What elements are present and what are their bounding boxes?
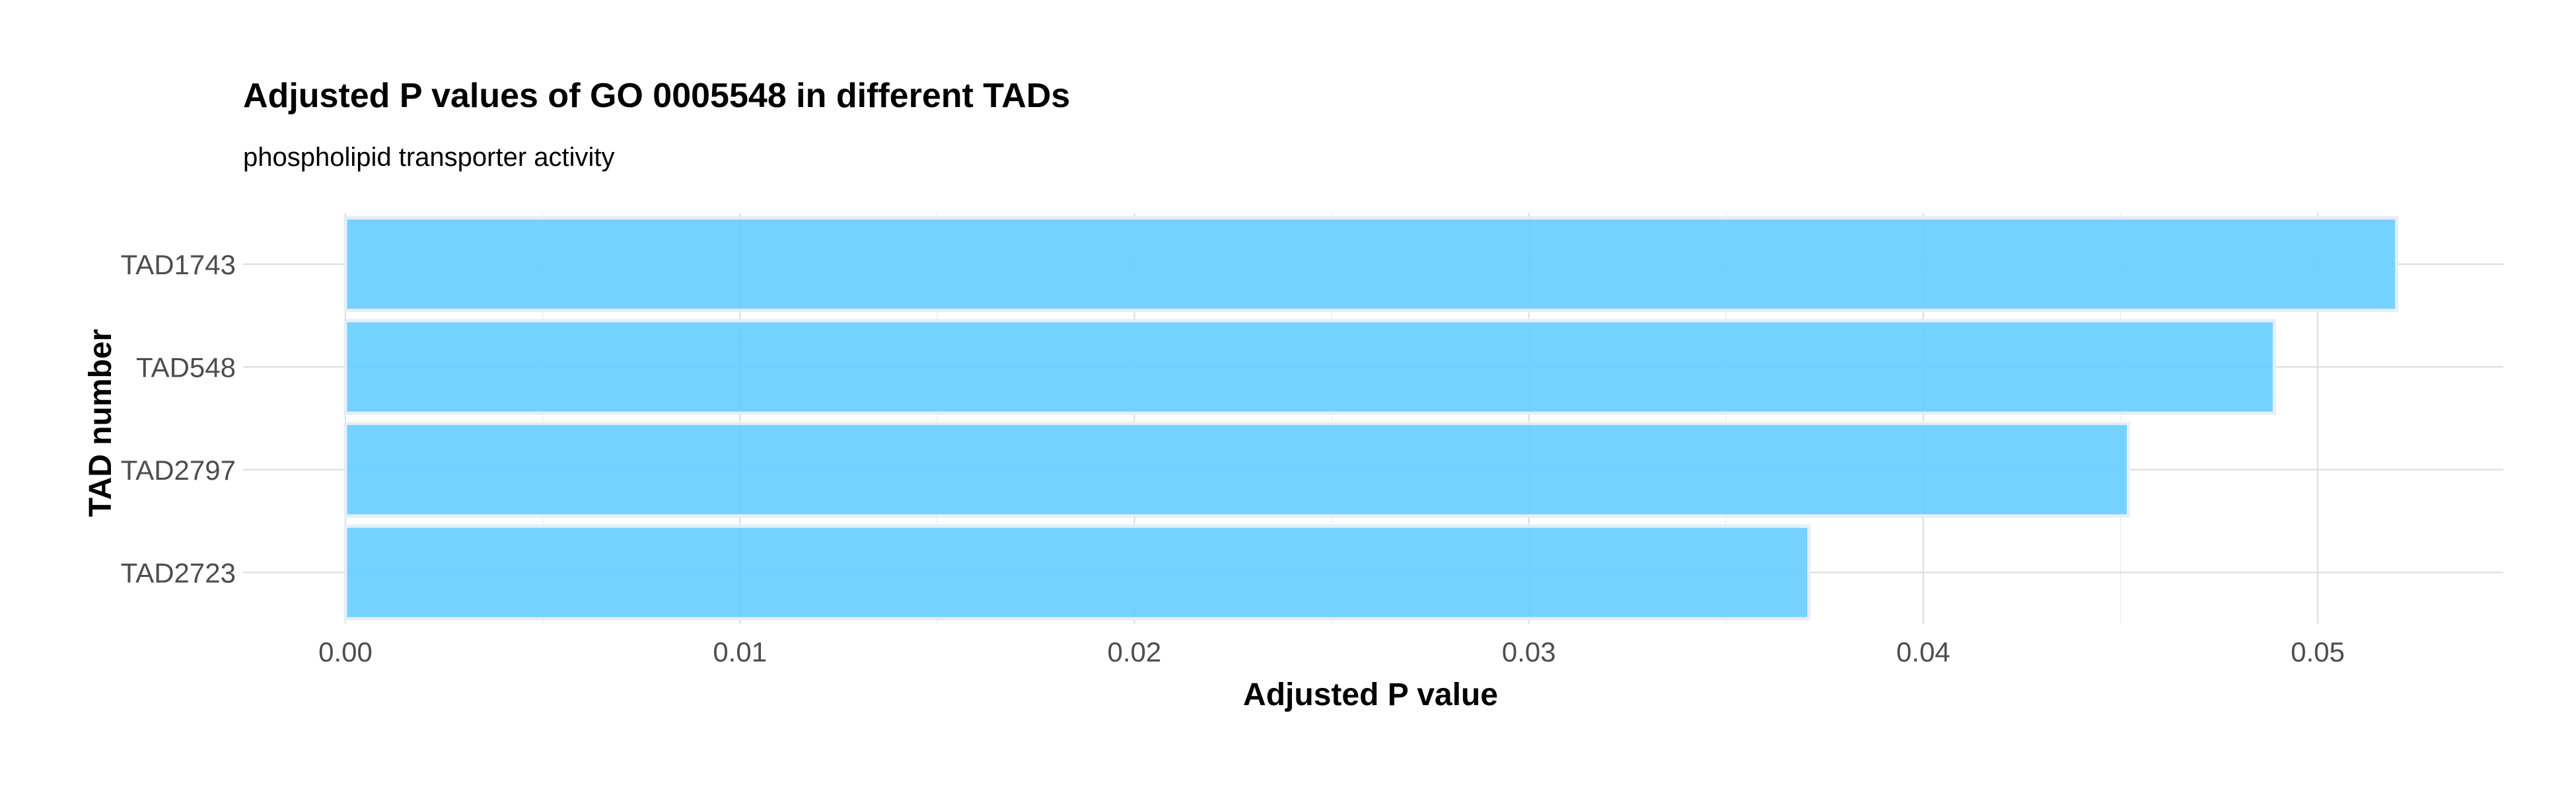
y-tick-label: TAD2723 [121, 557, 236, 588]
x-tick-label: 0.01 [713, 636, 767, 667]
x-tick-label: 0.03 [1502, 636, 1556, 667]
chart-subtitle: phospholipid transporter activity [243, 143, 615, 172]
x-tick-labels: 0.00 0.01 0.02 0.03 0.04 0.05 [318, 636, 2345, 667]
y-tick-labels: TAD1743 TAD548 TAD2797 TAD2723 [121, 249, 236, 589]
y-tick-label: TAD2797 [121, 455, 236, 486]
x-tick-label: 0.05 [2291, 636, 2345, 667]
bar [343, 319, 2276, 415]
y-axis-title: TAD number [83, 329, 118, 517]
bar [343, 524, 1811, 621]
x-tick-label: 0.00 [318, 636, 373, 667]
chart-title: Adjusted P values of GO 0005548 in diffe… [243, 77, 1070, 115]
bar-layer [343, 216, 2398, 621]
y-tick-label: TAD1743 [121, 249, 236, 280]
y-tick-label: TAD548 [136, 352, 236, 383]
x-axis-title: Adjusted P value [1243, 677, 1498, 712]
bar [343, 216, 2398, 313]
x-tick-label: 0.04 [1896, 636, 1950, 667]
bar [343, 422, 2130, 518]
x-tick-label: 0.02 [1108, 636, 1162, 667]
